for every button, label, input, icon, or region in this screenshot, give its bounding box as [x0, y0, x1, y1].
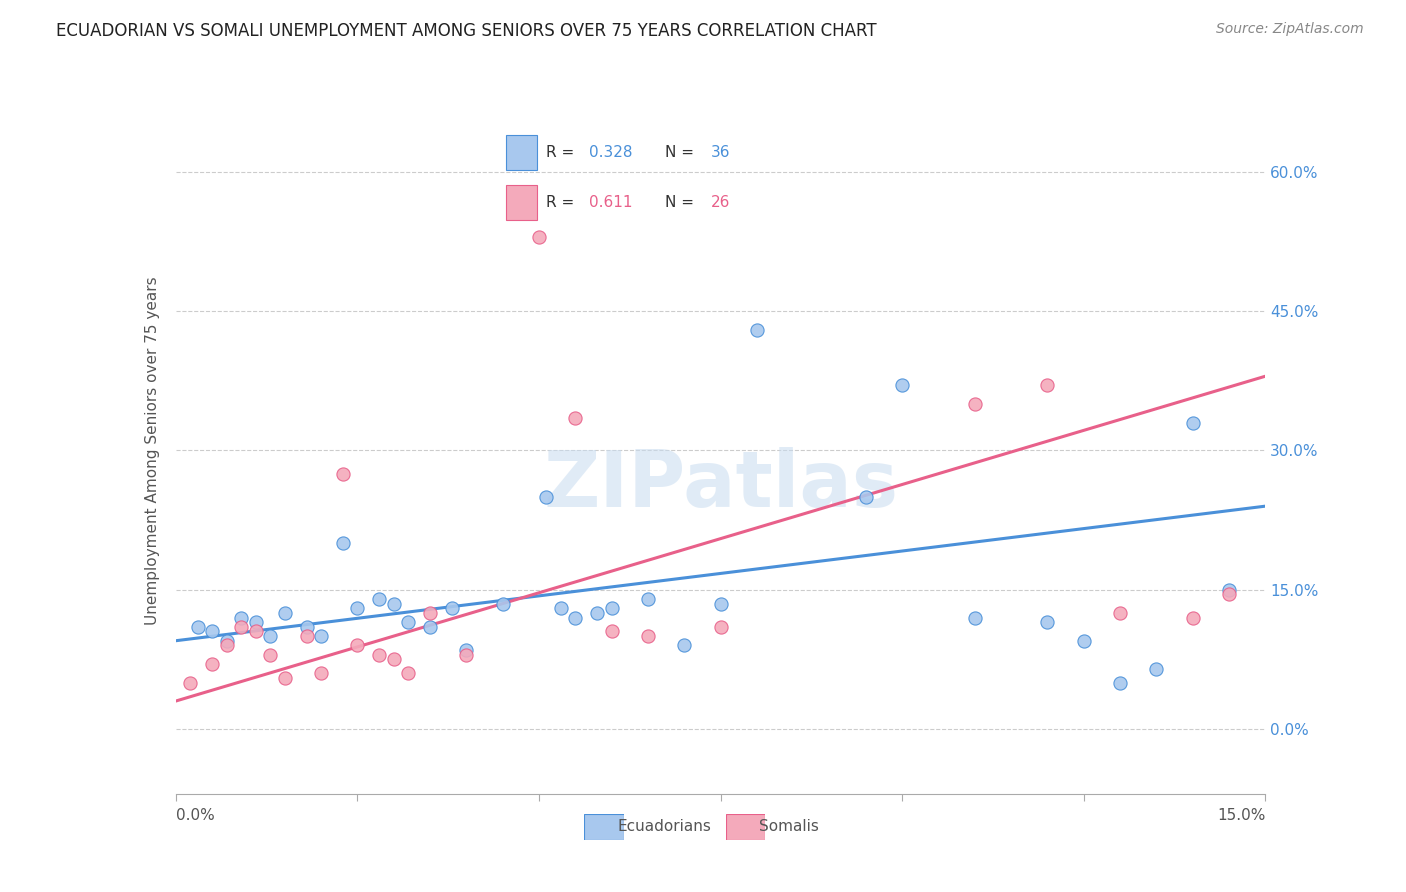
Point	[710, 597, 733, 611]
Point	[600, 601, 623, 615]
Text: Somalis: Somalis	[759, 820, 818, 834]
Point	[179, 675, 201, 690]
Point	[245, 615, 267, 630]
Point	[368, 591, 391, 606]
Point	[332, 467, 354, 481]
Point	[396, 615, 419, 630]
Point	[259, 629, 281, 643]
Point	[440, 601, 463, 615]
Point	[382, 652, 405, 666]
Point	[274, 606, 297, 620]
Point	[368, 648, 391, 662]
Point	[564, 610, 586, 624]
Point	[346, 601, 368, 615]
Point	[1218, 587, 1240, 601]
Point	[456, 643, 478, 657]
Point	[201, 624, 224, 639]
Point	[745, 323, 768, 337]
Point	[274, 671, 297, 685]
Point	[1109, 606, 1132, 620]
Point	[1146, 662, 1168, 676]
Point	[1036, 615, 1059, 630]
Text: ECUADORIAN VS SOMALI UNEMPLOYMENT AMONG SENIORS OVER 75 YEARS CORRELATION CHART: ECUADORIAN VS SOMALI UNEMPLOYMENT AMONG …	[56, 22, 877, 40]
Point	[1181, 416, 1204, 430]
Point	[963, 397, 986, 411]
Point	[1218, 582, 1240, 597]
Point	[637, 629, 659, 643]
Point	[855, 490, 877, 504]
Point	[1109, 675, 1132, 690]
Point	[295, 629, 318, 643]
Point	[419, 606, 441, 620]
Point	[295, 620, 318, 634]
Point	[231, 620, 253, 634]
Point	[309, 629, 332, 643]
Point	[332, 536, 354, 550]
Point	[309, 666, 332, 681]
Point	[710, 620, 733, 634]
Point	[1073, 633, 1095, 648]
Point	[492, 597, 515, 611]
Point	[600, 624, 623, 639]
Point	[419, 620, 441, 634]
Point	[231, 610, 253, 624]
FancyBboxPatch shape	[585, 814, 624, 840]
Text: Ecuadorians: Ecuadorians	[617, 820, 711, 834]
Point	[1181, 610, 1204, 624]
Point	[346, 639, 368, 653]
Point	[963, 610, 986, 624]
Point	[245, 624, 267, 639]
Point	[396, 666, 419, 681]
Text: Source: ZipAtlas.com: Source: ZipAtlas.com	[1216, 22, 1364, 37]
Text: 0.0%: 0.0%	[176, 808, 215, 822]
Text: 15.0%: 15.0%	[1218, 808, 1265, 822]
FancyBboxPatch shape	[725, 814, 765, 840]
Point	[215, 633, 238, 648]
Point	[215, 639, 238, 653]
Point	[201, 657, 224, 671]
Point	[527, 230, 550, 244]
Point	[534, 490, 557, 504]
Point	[550, 601, 572, 615]
Point	[1036, 378, 1059, 392]
Point	[259, 648, 281, 662]
Point	[637, 591, 659, 606]
Y-axis label: Unemployment Among Seniors over 75 years: Unemployment Among Seniors over 75 years	[145, 277, 160, 624]
Point	[564, 411, 586, 425]
Point	[586, 606, 609, 620]
Point	[456, 648, 478, 662]
Point	[891, 378, 914, 392]
Point	[382, 597, 405, 611]
Text: ZIPatlas: ZIPatlas	[543, 447, 898, 523]
Point	[673, 639, 696, 653]
Point	[186, 620, 209, 634]
